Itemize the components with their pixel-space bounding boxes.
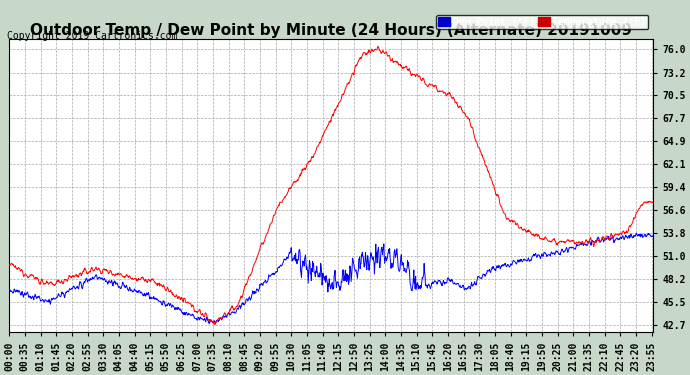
Title: Outdoor Temp / Dew Point by Minute (24 Hours) (Alternate) 20191009: Outdoor Temp / Dew Point by Minute (24 H… — [30, 23, 632, 38]
Legend: Dew Point (°F), Temperature (°F): Dew Point (°F), Temperature (°F) — [436, 15, 649, 29]
Text: Copyright 2019 Cartronics.com: Copyright 2019 Cartronics.com — [7, 32, 177, 41]
